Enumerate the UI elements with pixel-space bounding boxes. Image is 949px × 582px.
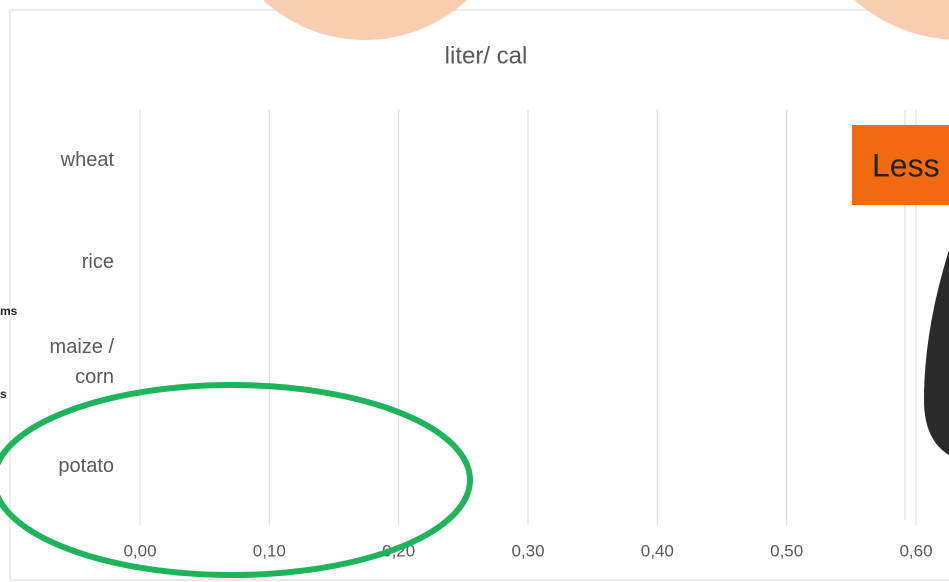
- chart-title: liter/ cal: [445, 42, 528, 69]
- x-tick-label: 0,60: [899, 541, 932, 560]
- bar: [140, 222, 787, 302]
- x-tick-label: 0,50: [770, 541, 803, 560]
- x-tick-label: 0,00: [123, 541, 156, 560]
- x-tick-label: 0,10: [253, 541, 286, 560]
- bar: [140, 426, 368, 506]
- chart: liter/ cal 0,000,100,200,300,400,500,60 …: [0, 0, 949, 582]
- page: liter/ cal 0,000,100,200,300,400,500,60 …: [0, 0, 949, 582]
- x-tick-label: 0,30: [511, 541, 544, 560]
- fragment: s: [0, 387, 7, 401]
- x-tick-label: 0,40: [641, 541, 674, 560]
- y-tick-label: potato: [34, 451, 114, 481]
- fragment: ms: [0, 304, 18, 318]
- y-tick-label: maize / corn: [34, 332, 114, 392]
- y-tick-label: wheat: [34, 145, 114, 175]
- label-text: Less: [872, 147, 940, 183]
- bar: [140, 120, 728, 200]
- y-tick-label: rice: [34, 247, 114, 277]
